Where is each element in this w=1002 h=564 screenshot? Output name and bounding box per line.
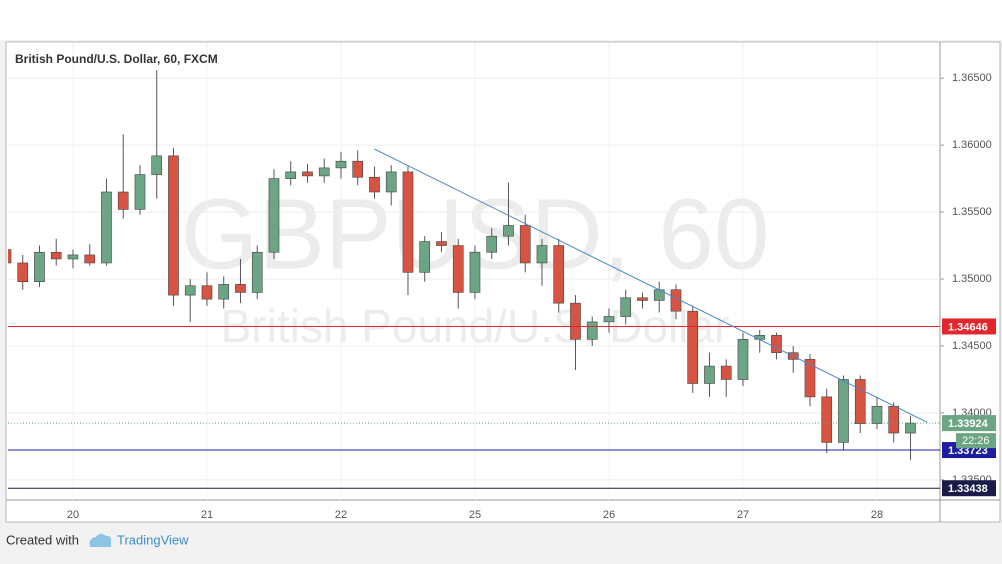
footer-brand[interactable]: TradingView [117,532,189,547]
candle-body [503,225,514,237]
last-price-box [942,415,996,432]
candle-body [536,245,548,264]
chart-title: British Pound/U.S. Dollar, 60, FXCM [15,52,218,66]
candle-body [419,241,431,273]
candle-body [84,254,96,264]
candle-body [134,174,146,210]
candle-body [838,379,849,443]
y-tick-label: 1.36000 [952,139,992,151]
countdown-label: 22:26 [962,435,990,447]
candle-body [687,310,699,384]
footer-text: Created with [6,532,79,547]
candle-body [218,284,230,300]
trendline [374,148,928,423]
candle-body [50,251,62,260]
candle-body [251,251,263,293]
brand-logo [89,533,112,547]
x-tick-label: 25 [469,509,481,521]
candle-body [637,297,648,301]
candle-body [586,321,598,340]
level-label-box [942,318,996,335]
level-label: 1.34646 [948,321,988,333]
candle-body [871,405,883,424]
candle-body [268,178,280,253]
countdown-box [956,433,996,449]
candle-body [821,396,833,443]
candle-body [704,365,715,384]
candle-body [436,241,447,246]
candle-body [385,171,397,193]
candle-body [452,245,464,293]
candle-body [235,284,246,293]
candle-body [335,160,347,169]
candle-body [302,171,313,177]
candle-body [201,285,213,300]
candle-body [369,176,380,193]
x-tick-label: 20 [67,509,79,521]
y-tick-label: 1.35000 [952,273,992,285]
candle-body [486,235,498,253]
candle-body [17,262,29,283]
candle-body [804,359,816,398]
level-label-box [942,480,996,497]
candle-body [737,338,749,380]
level-label: 1.33438 [948,483,988,495]
y-tick-label: 1.36500 [952,72,992,84]
candle-body [402,171,414,273]
candle-body [117,191,129,210]
candle-body [771,334,782,353]
x-tick-label: 27 [737,509,749,521]
candle-body [519,225,531,264]
y-tick-label: 1.34500 [952,340,992,352]
candle-body [8,249,12,264]
top-strip [0,0,1002,40]
candle-body [854,379,866,424]
candle-body [184,285,196,296]
candle-body [469,251,481,293]
candle-body [570,302,581,340]
candle-body [905,422,916,434]
x-tick-label: 21 [201,509,213,521]
candle-body [553,245,565,304]
candle-body [168,155,179,296]
candle-body [318,167,330,177]
candle-body [720,365,732,380]
plot-area [8,43,940,500]
x-tick-label: 22 [335,509,347,521]
candle-body [34,251,45,283]
x-tick-label: 28 [871,509,883,521]
candle-body [352,160,364,178]
candle-body [603,316,615,323]
candle-body [670,289,682,312]
x-tick-label: 26 [603,509,615,521]
last-price-label: 1.33924 [948,418,989,430]
candle-body [67,254,79,260]
candle-body [285,171,297,179]
candle-body [151,155,163,175]
y-tick-label: 1.35500 [952,206,992,218]
candle-body [888,405,900,434]
candle-body [101,191,112,264]
candle-body [620,297,632,317]
